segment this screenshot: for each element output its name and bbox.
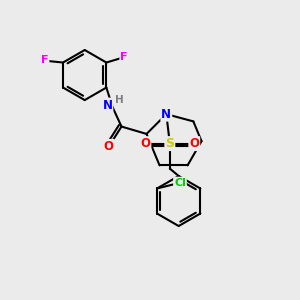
Text: Cl: Cl	[174, 178, 186, 188]
Text: O: O	[140, 137, 150, 150]
Text: O: O	[104, 140, 114, 153]
Text: F: F	[120, 52, 128, 61]
Text: S: S	[165, 137, 174, 150]
Text: H: H	[115, 95, 124, 105]
Text: O: O	[189, 137, 199, 150]
Text: N: N	[102, 99, 112, 112]
Text: N: N	[161, 108, 171, 121]
Text: F: F	[41, 55, 49, 64]
